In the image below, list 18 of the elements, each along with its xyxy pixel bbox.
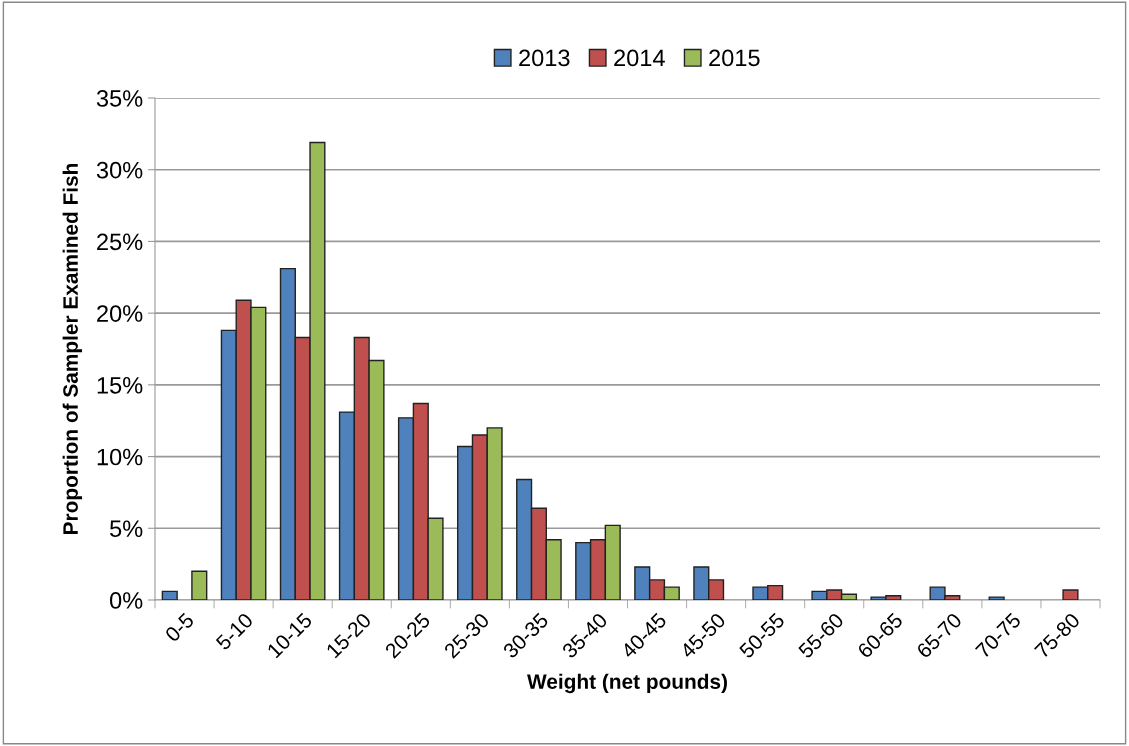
legend-label: 2014	[614, 49, 665, 67]
y-tick-label: 25%	[97, 233, 143, 251]
bar	[988, 596, 1005, 600]
x-tick-label: 0-5	[164, 612, 195, 643]
y-tick-label: 35%	[96, 90, 143, 107]
bar	[191, 570, 208, 600]
y-tick-label: 15%	[97, 377, 143, 394]
bar	[161, 590, 178, 600]
x-axis-title: Weight (net pounds)	[527, 673, 727, 694]
y-tick-label: 0%	[109, 592, 143, 609]
y-tick-label: 5%	[110, 520, 143, 538]
legend-label: 2015	[709, 49, 760, 67]
y-axis-title: Proportion of Sampler Examined Fish	[62, 163, 83, 534]
y-tick-label: 20%	[97, 305, 143, 322]
bar	[1062, 589, 1079, 600]
y-tick-label: 30%	[96, 161, 143, 179]
y-tick-label: 10%	[97, 448, 143, 466]
legend-label: 2013	[519, 49, 570, 67]
